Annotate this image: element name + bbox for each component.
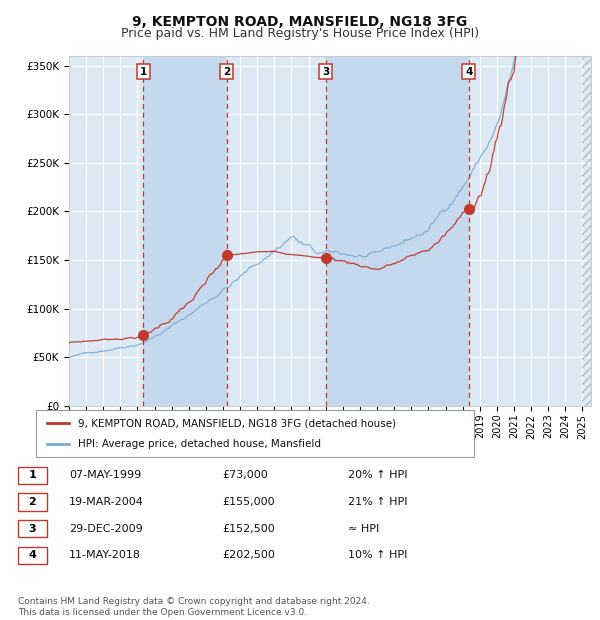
- Text: Price paid vs. HM Land Registry's House Price Index (HPI): Price paid vs. HM Land Registry's House …: [121, 27, 479, 40]
- Text: 3: 3: [29, 523, 36, 534]
- Text: 19-MAR-2004: 19-MAR-2004: [69, 497, 144, 507]
- Text: 3: 3: [322, 66, 329, 76]
- Text: 9, KEMPTON ROAD, MANSFIELD, NG18 3FG (detached house): 9, KEMPTON ROAD, MANSFIELD, NG18 3FG (de…: [77, 418, 396, 428]
- Text: 1: 1: [140, 66, 147, 76]
- Text: 29-DEC-2009: 29-DEC-2009: [69, 523, 143, 534]
- Text: ≈ HPI: ≈ HPI: [348, 523, 379, 534]
- Text: £155,000: £155,000: [222, 497, 275, 507]
- Text: HPI: Average price, detached house, Mansfield: HPI: Average price, detached house, Mans…: [77, 439, 320, 449]
- FancyBboxPatch shape: [18, 467, 47, 484]
- Text: £152,500: £152,500: [222, 523, 275, 534]
- Text: £73,000: £73,000: [222, 470, 268, 480]
- Text: 9, KEMPTON ROAD, MANSFIELD, NG18 3FG: 9, KEMPTON ROAD, MANSFIELD, NG18 3FG: [133, 16, 467, 30]
- Bar: [583, 56, 591, 406]
- Text: 1: 1: [29, 470, 36, 480]
- Text: 4: 4: [465, 66, 472, 76]
- Bar: [143, 56, 227, 406]
- FancyBboxPatch shape: [18, 520, 47, 537]
- Text: 07-MAY-1999: 07-MAY-1999: [69, 470, 141, 480]
- Text: 2: 2: [223, 66, 230, 76]
- Text: 2: 2: [29, 497, 36, 507]
- Text: 21% ↑ HPI: 21% ↑ HPI: [348, 497, 407, 507]
- Text: Contains HM Land Registry data © Crown copyright and database right 2024.
This d: Contains HM Land Registry data © Crown c…: [18, 598, 370, 617]
- Text: 20% ↑ HPI: 20% ↑ HPI: [348, 470, 407, 480]
- Text: 4: 4: [28, 550, 37, 560]
- Text: 11-MAY-2018: 11-MAY-2018: [69, 550, 141, 560]
- Text: £202,500: £202,500: [222, 550, 275, 560]
- Bar: [326, 56, 469, 406]
- FancyBboxPatch shape: [18, 494, 47, 511]
- Text: 10% ↑ HPI: 10% ↑ HPI: [348, 550, 407, 560]
- FancyBboxPatch shape: [18, 547, 47, 564]
- FancyBboxPatch shape: [36, 410, 474, 457]
